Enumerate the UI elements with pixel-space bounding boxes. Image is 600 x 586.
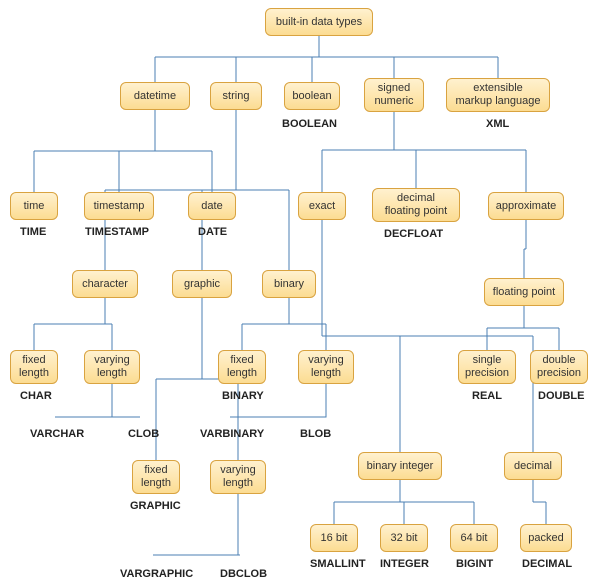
caption-11: CLOB [128, 428, 159, 440]
node-approx: approximate [488, 192, 564, 220]
node-double: doubleprecision [530, 350, 588, 384]
node-xml: extensiblemarkup language [446, 78, 550, 112]
node-floatpt: floating point [484, 278, 564, 306]
node-boolean: boolean [284, 82, 340, 110]
node-string: string [210, 82, 262, 110]
node-graphic: graphic [172, 270, 232, 298]
caption-17: SMALLINT [310, 558, 366, 570]
caption-13: BLOB [300, 428, 331, 440]
node-b_fixed: fixedlength [218, 350, 266, 384]
caption-12: VARBINARY [200, 428, 264, 440]
node-date: date [188, 192, 236, 220]
node-decimal: decimal [504, 452, 562, 480]
node-b16: 16 bit [310, 524, 358, 552]
diagram-stage: built-in data typesdatetimestringboolean… [0, 0, 600, 586]
node-exact: exact [298, 192, 346, 220]
node-g_fixed: fixedlength [132, 460, 180, 494]
node-packed: packed [520, 524, 572, 552]
caption-0: BOOLEAN [282, 118, 337, 130]
node-datetime: datetime [120, 82, 190, 110]
caption-18: INTEGER [380, 558, 429, 570]
node-binary: binary [262, 270, 316, 298]
caption-1: XML [486, 118, 509, 130]
node-b64: 64 bit [450, 524, 498, 552]
caption-16: DBCLOB [220, 568, 267, 580]
node-signed: signednumeric [364, 78, 424, 112]
caption-7: BINARY [222, 390, 264, 402]
node-b_vary: varyinglength [298, 350, 354, 384]
caption-4: DATE [198, 226, 227, 238]
caption-2: TIME [20, 226, 46, 238]
node-decfp: decimalfloating point [372, 188, 460, 222]
caption-19: BIGINT [456, 558, 493, 570]
caption-3: TIMESTAMP [85, 226, 149, 238]
node-binint: binary integer [358, 452, 442, 480]
caption-6: CHAR [20, 390, 52, 402]
node-single: singleprecision [458, 350, 516, 384]
caption-9: DOUBLE [538, 390, 584, 402]
node-b32: 32 bit [380, 524, 428, 552]
node-c_fixed: fixedlength [10, 350, 58, 384]
caption-14: GRAPHIC [130, 500, 181, 512]
node-c_vary: varyinglength [84, 350, 140, 384]
node-time: time [10, 192, 58, 220]
node-character: character [72, 270, 138, 298]
caption-5: DECFLOAT [384, 228, 443, 240]
node-g_vary: varyinglength [210, 460, 266, 494]
caption-10: VARCHAR [30, 428, 84, 440]
caption-20: DECIMAL [522, 558, 572, 570]
node-timestamp: timestamp [84, 192, 154, 220]
node-root: built-in data types [265, 8, 373, 36]
caption-15: VARGRAPHIC [120, 568, 193, 580]
caption-8: REAL [472, 390, 502, 402]
